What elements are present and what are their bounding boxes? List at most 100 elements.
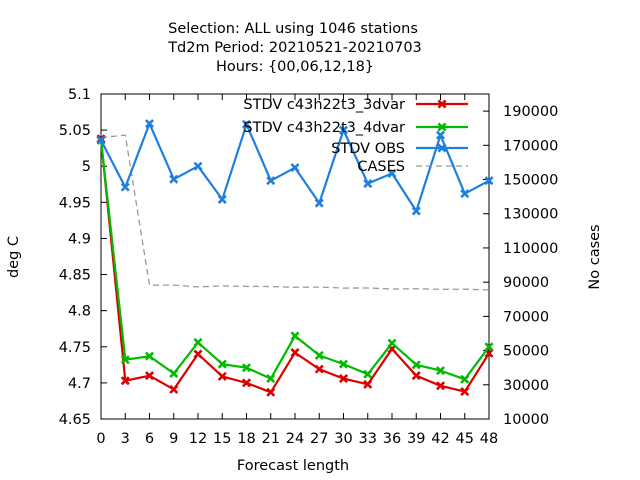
point-marker-stroke <box>193 349 203 359</box>
data-point <box>290 163 300 173</box>
legend-label: STDV c43h22t3_3dvar <box>243 97 405 113</box>
point-marker-stroke <box>314 350 324 360</box>
data-point <box>193 349 203 359</box>
data-point <box>169 368 179 379</box>
data-point <box>411 206 421 216</box>
series-line <box>100 134 490 291</box>
x-tick-label: 42 <box>431 431 449 447</box>
data-point <box>314 350 324 360</box>
y2-tick-label: 30000 <box>503 378 549 394</box>
legend-marker <box>437 122 447 132</box>
data-point <box>314 364 324 374</box>
data-point <box>96 135 106 145</box>
data-point <box>338 374 349 384</box>
data-point <box>217 371 227 381</box>
y-tick-label: 5 <box>82 159 91 175</box>
point-marker-stroke <box>266 387 276 397</box>
data-point <box>460 189 470 199</box>
data-point <box>241 378 252 388</box>
point-marker-stroke <box>460 387 470 397</box>
y-axis-ticks: 4.65 4.7 4.75 4.8 4.85 4.9 4.95 5 5.05 5.1 <box>59 87 107 428</box>
point-marker-stroke <box>460 189 470 199</box>
point-marker-stroke <box>193 337 203 347</box>
x-tick-label: 39 <box>407 431 425 447</box>
point-marker-stroke <box>290 163 300 173</box>
point-marker-stroke <box>363 369 373 379</box>
data-point <box>484 342 494 352</box>
point-marker-stroke <box>363 379 373 389</box>
data-point <box>169 174 179 184</box>
y2-tick-label: 170000 <box>503 138 558 154</box>
point-marker-stroke <box>144 371 155 381</box>
legend-marker <box>437 99 447 109</box>
x-tick-label: 15 <box>213 431 231 447</box>
legend-item: CASES <box>357 159 468 175</box>
data-point <box>411 360 421 370</box>
x-tick-label: 18 <box>237 431 255 447</box>
y-tick-label: 4.65 <box>59 412 91 428</box>
point-marker-stroke <box>120 182 130 192</box>
x-tick-label: 6 <box>145 431 154 447</box>
data-point <box>120 355 130 365</box>
y-tick-label: 4.85 <box>59 268 91 284</box>
x-tick-label: 33 <box>359 431 377 447</box>
y-tick-label: 4.95 <box>59 195 91 211</box>
legend-label: STDV c43h22t3_4dvar <box>243 120 405 136</box>
data-point <box>338 359 349 369</box>
y2-axis-ticks: 10000 30000 50000 70000 90000 110000 130000 150… <box>483 104 558 428</box>
point-marker-stroke <box>169 384 179 394</box>
point-marker-stroke <box>96 135 106 145</box>
data-point <box>363 179 373 189</box>
data-point <box>435 130 446 140</box>
point-marker-stroke <box>460 374 470 384</box>
point-marker-stroke <box>169 368 179 379</box>
point-marker-stroke <box>193 161 203 171</box>
y2-tick-label: 70000 <box>503 309 549 325</box>
data-point <box>460 374 470 384</box>
data-point <box>290 348 300 358</box>
legend-item: STDV OBS <box>331 141 468 157</box>
y-tick-label: 4.9 <box>68 231 91 247</box>
data-point <box>217 194 227 204</box>
y-tick-label: 5.1 <box>68 87 91 103</box>
point-marker-stroke <box>217 194 227 204</box>
y2-tick-label: 190000 <box>503 104 558 120</box>
point-marker-stroke <box>435 381 446 391</box>
legend-label: STDV OBS <box>331 141 405 157</box>
point-marker-stroke <box>387 168 397 178</box>
y2-tick-label: 110000 <box>503 241 558 257</box>
x-tick-label: 30 <box>334 431 352 447</box>
point-marker-stroke <box>411 206 421 216</box>
point-marker-stroke <box>411 360 421 370</box>
x-tick-label: 24 <box>286 431 304 447</box>
point-marker-stroke <box>411 371 421 381</box>
data-point <box>217 359 227 369</box>
data-point <box>120 376 130 386</box>
data-point <box>144 371 155 381</box>
data-point <box>193 161 203 171</box>
data-point <box>169 384 179 394</box>
data-point <box>241 363 252 373</box>
data-point <box>435 381 446 391</box>
plot-frame <box>100 93 490 420</box>
plot-series <box>96 119 494 397</box>
legend-item: STDV c43h22t3_4dvar <box>243 120 468 136</box>
data-point <box>241 119 252 129</box>
chart-title: Selection: ALL using 1046 stations Td2m … <box>167 21 422 75</box>
point-marker-stroke <box>314 364 324 374</box>
legend-item: STDV c43h22t3_3dvar <box>243 97 468 113</box>
y2-tick-label: 50000 <box>503 344 549 360</box>
point-marker-stroke <box>484 176 494 186</box>
legend-marker <box>437 143 447 153</box>
y-tick-label: 4.7 <box>68 376 91 392</box>
series-line <box>99 140 490 381</box>
point-marker-stroke <box>387 338 397 348</box>
title-line-1: Selection: ALL using 1046 stations <box>168 21 418 37</box>
data-point <box>484 176 494 186</box>
y2-tick-label: 150000 <box>503 173 558 189</box>
point-marker-stroke <box>144 119 155 129</box>
title-line-3: Hours: {00,06,12,18} <box>216 59 374 75</box>
point-marker-stroke <box>338 374 349 384</box>
data-point <box>266 374 276 384</box>
point-marker-stroke <box>266 374 276 384</box>
